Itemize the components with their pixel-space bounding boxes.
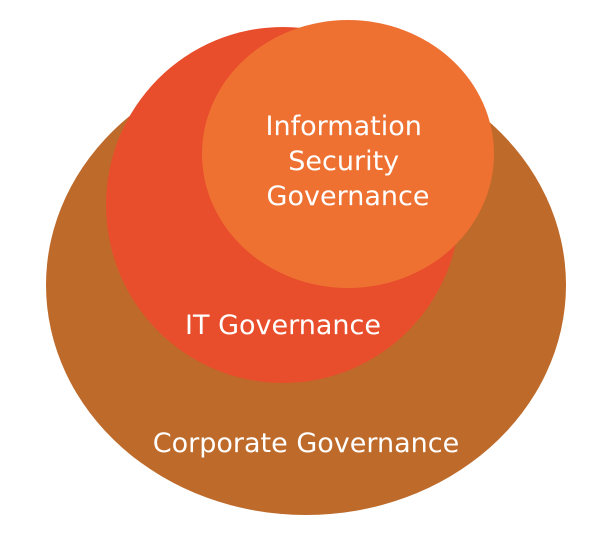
- label-line-security: Security: [288, 146, 399, 177]
- information-security-governance-circle: [202, 20, 494, 288]
- label-line-governance: Governance: [267, 181, 430, 212]
- corporate-governance-label: Corporate Governance: [153, 428, 459, 459]
- label-line-information: Information: [266, 111, 422, 142]
- information-security-governance-label: Information Security Governance: [266, 111, 431, 212]
- it-governance-label: IT Governance: [185, 310, 381, 341]
